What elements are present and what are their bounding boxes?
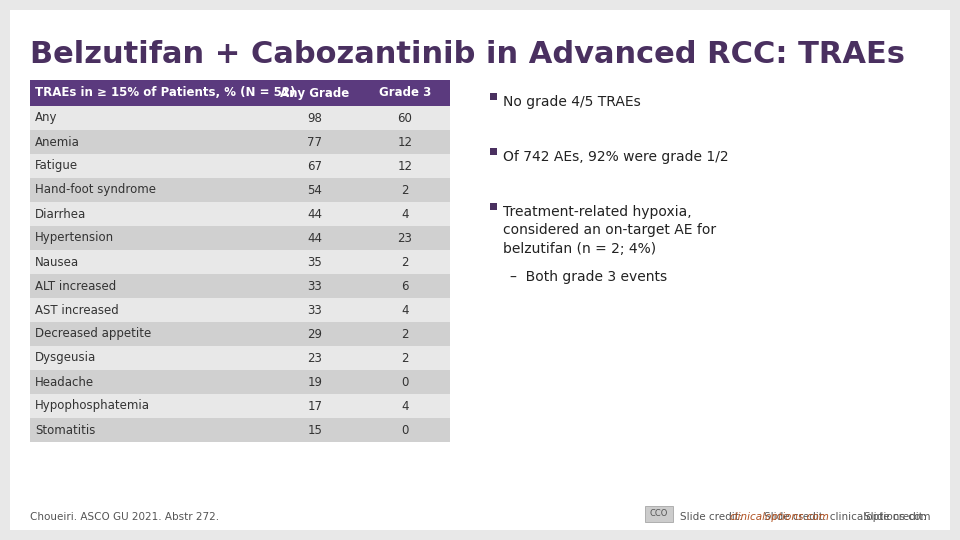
FancyBboxPatch shape — [30, 130, 450, 154]
Text: 4: 4 — [401, 400, 409, 413]
Text: –  Both grade 3 events: – Both grade 3 events — [510, 270, 667, 284]
Text: Any Grade: Any Grade — [280, 86, 349, 99]
Text: ALT increased: ALT increased — [35, 280, 116, 293]
Text: 33: 33 — [307, 280, 323, 293]
Text: 0: 0 — [401, 375, 409, 388]
Text: CCO: CCO — [650, 510, 668, 518]
FancyBboxPatch shape — [30, 154, 450, 178]
Text: Slide credit:: Slide credit: — [680, 512, 746, 522]
Text: 60: 60 — [397, 111, 413, 125]
FancyBboxPatch shape — [30, 226, 450, 250]
FancyBboxPatch shape — [30, 346, 450, 370]
FancyBboxPatch shape — [30, 298, 450, 322]
Text: Hypophosphatemia: Hypophosphatemia — [35, 400, 150, 413]
Text: Decreased appetite: Decreased appetite — [35, 327, 152, 341]
Text: 19: 19 — [307, 375, 323, 388]
Text: Slide credit: clinicaloptions.com: Slide credit: clinicaloptions.com — [763, 512, 930, 522]
FancyBboxPatch shape — [490, 93, 497, 100]
Text: Belzutifan + Cabozantinib in Advanced RCC: TRAEs: Belzutifan + Cabozantinib in Advanced RC… — [30, 40, 905, 69]
Text: Hand-foot syndrome: Hand-foot syndrome — [35, 184, 156, 197]
Text: Slide credit:: Slide credit: — [864, 512, 930, 522]
Text: Any: Any — [35, 111, 58, 125]
Text: 35: 35 — [307, 255, 323, 268]
Text: TRAEs in ≥ 15% of Patients, % (N = 52): TRAEs in ≥ 15% of Patients, % (N = 52) — [35, 86, 296, 99]
Text: 12: 12 — [397, 136, 413, 148]
Text: clinicaloptions.com: clinicaloptions.com — [730, 512, 829, 522]
Text: 2: 2 — [401, 327, 409, 341]
Text: Grade 3: Grade 3 — [379, 86, 431, 99]
Text: 33: 33 — [307, 303, 323, 316]
FancyBboxPatch shape — [30, 202, 450, 226]
FancyBboxPatch shape — [30, 370, 450, 394]
Text: 29: 29 — [307, 327, 323, 341]
Text: 54: 54 — [307, 184, 323, 197]
FancyBboxPatch shape — [30, 394, 450, 418]
Text: 4: 4 — [401, 303, 409, 316]
FancyBboxPatch shape — [645, 506, 673, 522]
FancyBboxPatch shape — [30, 106, 450, 130]
Text: 44: 44 — [307, 207, 323, 220]
FancyBboxPatch shape — [30, 274, 450, 298]
Text: Dysgeusia: Dysgeusia — [35, 352, 96, 365]
FancyBboxPatch shape — [490, 203, 497, 210]
Text: 17: 17 — [307, 400, 323, 413]
FancyBboxPatch shape — [30, 80, 450, 106]
Text: 2: 2 — [401, 352, 409, 365]
Text: 67: 67 — [307, 159, 323, 172]
Text: 2: 2 — [401, 255, 409, 268]
FancyBboxPatch shape — [30, 322, 450, 346]
Text: 77: 77 — [307, 136, 323, 148]
Text: 12: 12 — [397, 159, 413, 172]
Text: 6: 6 — [401, 280, 409, 293]
Text: 23: 23 — [307, 352, 323, 365]
FancyBboxPatch shape — [490, 148, 497, 155]
Text: Fatigue: Fatigue — [35, 159, 78, 172]
Text: Stomatitis: Stomatitis — [35, 423, 95, 436]
Text: Choueiri. ASCO GU 2021. Abstr 272.: Choueiri. ASCO GU 2021. Abstr 272. — [30, 512, 219, 522]
Text: Hypertension: Hypertension — [35, 232, 114, 245]
Text: No grade 4/5 TRAEs: No grade 4/5 TRAEs — [503, 95, 640, 109]
FancyBboxPatch shape — [30, 178, 450, 202]
Text: 44: 44 — [307, 232, 323, 245]
Text: 23: 23 — [397, 232, 413, 245]
Text: 4: 4 — [401, 207, 409, 220]
Text: Nausea: Nausea — [35, 255, 79, 268]
Text: 0: 0 — [401, 423, 409, 436]
Text: AST increased: AST increased — [35, 303, 119, 316]
FancyBboxPatch shape — [30, 418, 450, 442]
Text: Of 742 AEs, 92% were grade 1/2: Of 742 AEs, 92% were grade 1/2 — [503, 150, 729, 164]
Text: 98: 98 — [307, 111, 323, 125]
Text: 15: 15 — [307, 423, 323, 436]
Text: Anemia: Anemia — [35, 136, 80, 148]
Text: Treatment-related hypoxia,
considered an on-target AE for
belzutifan (n = 2; 4%): Treatment-related hypoxia, considered an… — [503, 205, 716, 256]
Text: Diarrhea: Diarrhea — [35, 207, 86, 220]
FancyBboxPatch shape — [30, 250, 450, 274]
Text: 2: 2 — [401, 184, 409, 197]
Text: Headache: Headache — [35, 375, 94, 388]
FancyBboxPatch shape — [10, 10, 950, 530]
